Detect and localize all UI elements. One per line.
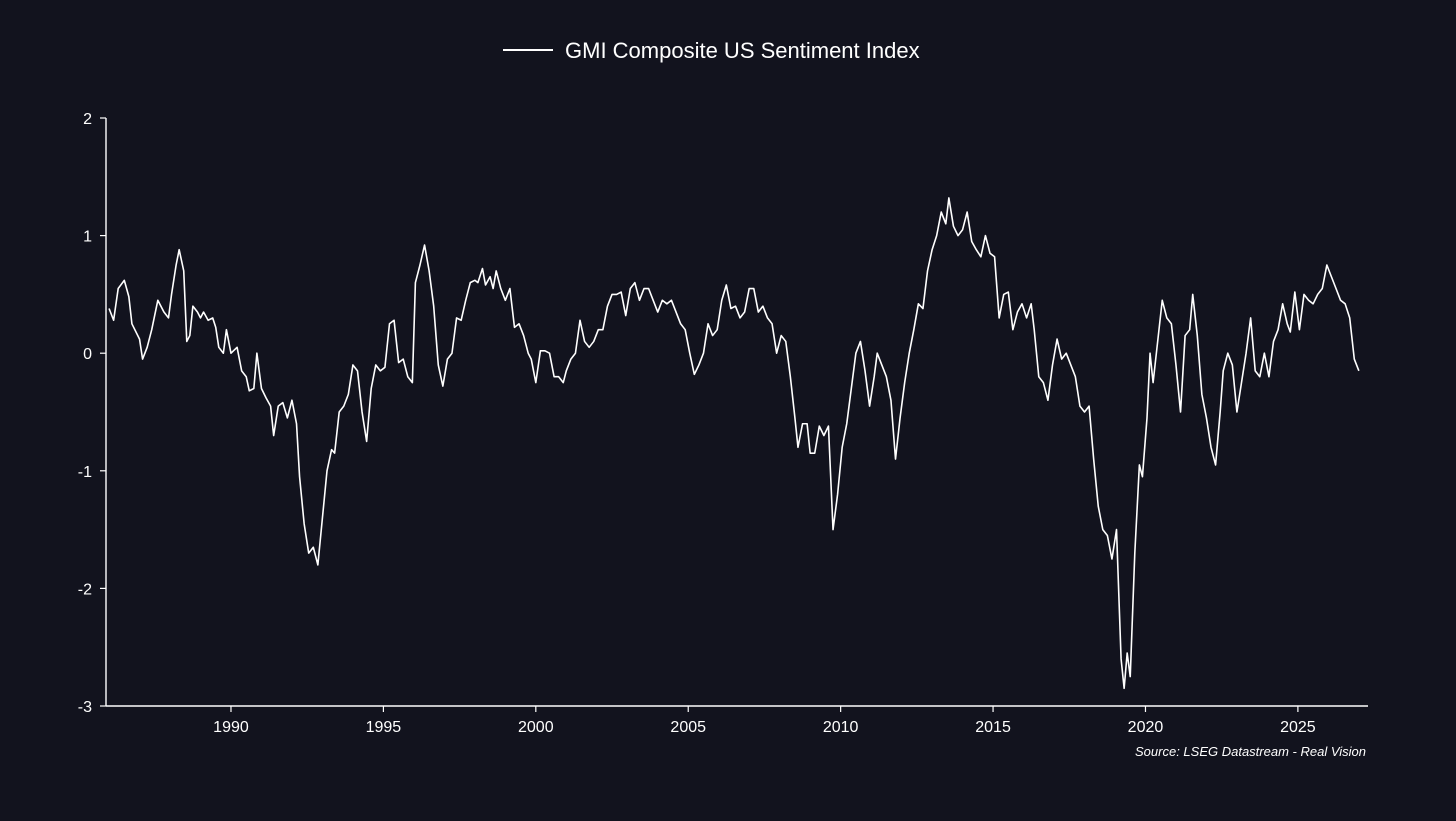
x-ticks: 1990 1995 2000 2005 2010 2015 2020 2025: [213, 706, 1316, 736]
x-tick-label: 1990: [213, 719, 249, 736]
y-tick-label: 2: [83, 111, 92, 128]
y-tick-label: -1: [78, 464, 92, 481]
x-tick-label: 2025: [1280, 719, 1316, 736]
x-tick-label: 2015: [975, 719, 1011, 736]
x-tick-label: 2020: [1128, 719, 1164, 736]
x-tick-label: 1995: [366, 719, 402, 736]
y-ticks: 2 1 0 -1 -2 -3: [78, 111, 106, 716]
y-tick-label: 0: [83, 346, 92, 363]
legend: GMI Composite US Sentiment Index: [503, 38, 920, 63]
y-tick-label: 1: [83, 229, 92, 246]
source-note: Source: LSEG Datastream - Real Vision: [1135, 744, 1366, 759]
x-tick-label: 2005: [670, 719, 706, 736]
y-tick-label: -2: [78, 581, 92, 598]
x-tick-label: 2000: [518, 719, 554, 736]
legend-label: GMI Composite US Sentiment Index: [565, 38, 920, 63]
x-tick-label: 2010: [823, 719, 859, 736]
y-tick-label: -3: [78, 699, 92, 716]
sentiment-index-line: [108, 197, 1360, 690]
